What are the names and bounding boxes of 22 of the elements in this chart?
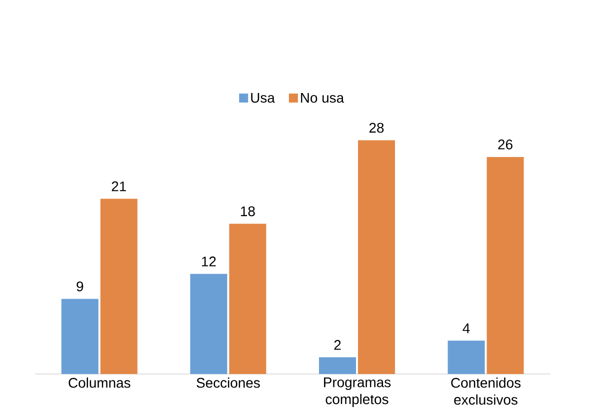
bar — [358, 140, 395, 374]
data-label: 26 — [498, 140, 512, 150]
bar — [100, 198, 138, 374]
data-label: 4 — [462, 323, 470, 334]
data-label: 21 — [112, 181, 126, 192]
x-tick-label: Columnas — [68, 378, 130, 388]
bar — [190, 274, 228, 374]
x-tick-label: Contenidos exclusivos — [451, 378, 521, 405]
data-label: 9 — [76, 281, 84, 292]
data-label: 12 — [202, 256, 216, 266]
x-tick-label: Secciones — [196, 378, 260, 388]
bar — [318, 357, 356, 374]
bar — [448, 340, 485, 374]
data-label: 28 — [369, 122, 384, 133]
legend-label: Usa — [251, 93, 275, 103]
bar — [486, 156, 524, 374]
data-label: 18 — [240, 206, 255, 216]
bar — [229, 224, 266, 374]
bar — [61, 298, 98, 374]
data-label: 2 — [334, 340, 341, 350]
x-tick-label: Programas completos — [324, 378, 391, 407]
legend-label: No usa — [301, 93, 344, 103]
